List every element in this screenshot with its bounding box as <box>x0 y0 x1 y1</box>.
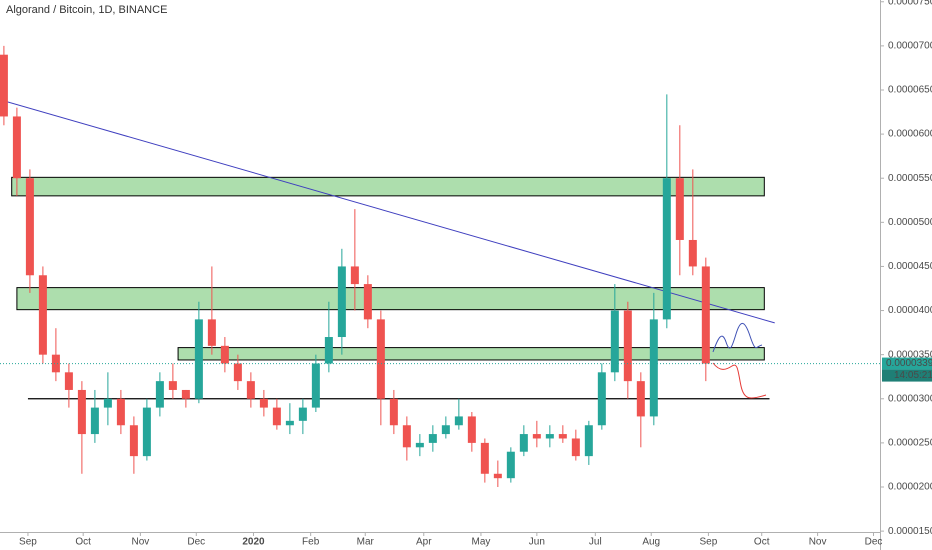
candle-body <box>506 451 515 479</box>
y-tick-label: 0.00002000 <box>888 482 932 493</box>
x-tick-label: Jul <box>589 537 602 548</box>
candle-body <box>337 266 346 338</box>
candle-body <box>558 434 567 439</box>
x-tick-label: Sep <box>700 537 718 548</box>
candle-body <box>129 425 138 457</box>
candle-body <box>12 116 21 179</box>
y-tick-label: 0.00007500 <box>888 0 932 7</box>
x-tick-label: Sep <box>19 537 37 548</box>
countdown-label: 14:05:21 <box>894 370 932 381</box>
candle-body <box>467 416 476 443</box>
x-tick-label: Oct <box>75 537 91 548</box>
candle-body <box>610 310 619 373</box>
candle-body <box>532 434 541 439</box>
candle-body <box>376 319 385 399</box>
x-tick-label: Mar <box>357 537 375 548</box>
x-tick-label: Nov <box>809 537 827 548</box>
candle-body <box>0 54 8 117</box>
candle-body <box>259 398 268 408</box>
zone <box>16 287 765 311</box>
candle-body <box>25 178 34 276</box>
zone <box>177 347 765 361</box>
x-tick-label: 2020 <box>242 537 265 548</box>
candle-body <box>480 442 489 474</box>
trendline <box>0 99 775 324</box>
candle-body <box>402 425 411 448</box>
candle-body <box>454 416 463 426</box>
candle-body <box>51 354 60 373</box>
candle-body <box>90 407 99 435</box>
candle-body <box>272 407 281 426</box>
y-tick-label: 0.00006000 <box>888 129 932 140</box>
plot-area <box>0 45 775 488</box>
zone <box>11 176 765 197</box>
y-tick-label: 0.00002500 <box>888 438 932 449</box>
candle-body <box>194 319 203 399</box>
projection-down <box>712 362 767 399</box>
candle-body <box>350 266 359 285</box>
candle-body <box>675 178 684 240</box>
candle-body <box>233 363 242 382</box>
candle-body <box>493 473 502 479</box>
x-tick-label: Dec <box>187 537 205 548</box>
y-tick-label: 0.00006500 <box>888 85 932 96</box>
x-tick-label: Jun <box>529 537 545 548</box>
candle-body <box>77 389 86 435</box>
candle-body <box>389 398 398 426</box>
candle-body <box>311 363 320 408</box>
candle-body <box>116 398 125 426</box>
x-tick-label: Feb <box>302 537 320 548</box>
x-tick-label: Dec <box>865 537 883 548</box>
countdown-box <box>882 369 932 382</box>
candle-body <box>207 319 216 346</box>
candle-body <box>571 438 580 457</box>
y-tick-label: 0.00004500 <box>888 261 932 272</box>
projection-up <box>712 322 763 353</box>
candle-body <box>545 434 554 439</box>
candle-body <box>597 372 606 426</box>
candle-body <box>103 398 112 408</box>
y-tick-label: 0.00007000 <box>888 41 932 52</box>
candle-body <box>324 337 333 364</box>
x-tick-label: Aug <box>642 537 660 548</box>
chart-title: Algorand / Bitcoin, 1D, BINANCE <box>6 4 167 16</box>
last-price-label: 0.00003399 <box>886 358 932 369</box>
candle-body <box>246 381 255 399</box>
y-tick-label: 0.00005500 <box>888 173 932 184</box>
x-tick-label: Apr <box>416 537 432 548</box>
candle-body <box>415 442 424 448</box>
candle-body <box>688 239 697 267</box>
candle-body <box>363 284 372 320</box>
x-tick-label: Nov <box>131 537 149 548</box>
candle-body <box>38 275 47 355</box>
candle-body <box>701 266 710 364</box>
candle-body <box>220 345 229 364</box>
candle-body <box>428 434 437 443</box>
candle-body <box>64 372 73 390</box>
candle-body <box>298 407 307 421</box>
candle-body <box>285 420 294 426</box>
y-tick-label: 0.00003000 <box>888 393 932 404</box>
candle-body <box>519 434 528 452</box>
candle-body <box>662 178 671 320</box>
candle-body <box>623 310 632 382</box>
candle-body <box>155 381 164 408</box>
x-tick-label: May <box>471 537 490 548</box>
y-tick-label: 0.00004000 <box>888 305 932 316</box>
candle-body <box>636 381 645 417</box>
candle-body <box>168 381 177 390</box>
last-price-box <box>882 357 932 370</box>
y-tick-label: 0.00005000 <box>888 217 932 228</box>
y-tick-label: 0.00003500 <box>888 349 932 360</box>
candle-body <box>584 425 593 457</box>
candle-body <box>142 407 151 457</box>
y-tick-label: 0.00001500 <box>888 526 932 537</box>
candle-body <box>649 319 658 417</box>
candle-body <box>441 425 450 435</box>
x-tick-label: Oct <box>754 537 770 548</box>
candle-body <box>181 389 190 399</box>
